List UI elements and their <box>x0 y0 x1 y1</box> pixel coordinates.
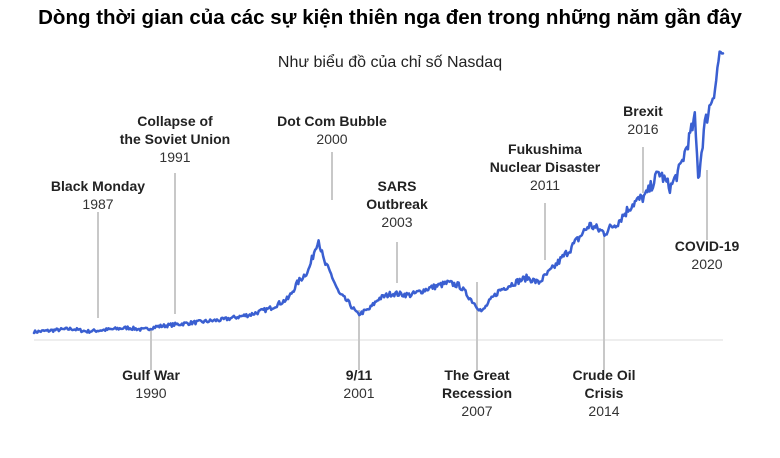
event-year-brexit: 2016 <box>627 121 658 137</box>
event-label-crude-oil-crisis: Crude Oil <box>572 367 635 383</box>
chart-title: Dòng thời gian của các sự kiện thiên nga… <box>38 6 742 29</box>
event-lines <box>97 147 708 370</box>
event-year-fukushima-nuclear-disaster: 2011 <box>530 177 560 193</box>
event-year-covid-19: 2020 <box>691 256 722 272</box>
event-year-black-monday: 1987 <box>82 196 113 212</box>
event-label-9-11: 9/11 <box>346 367 373 383</box>
event-label-sars-outbreak: SARS <box>378 178 417 194</box>
event-label-the-great-recession: The Great <box>444 367 510 383</box>
event-year-sars-outbreak: 2003 <box>381 214 412 230</box>
event-label-gulf-war: Gulf War <box>122 367 180 383</box>
series-line-nasdaq <box>32 50 725 335</box>
event-year-gulf-war: 1990 <box>135 385 166 401</box>
event-label-the-great-recession: Recession <box>442 385 512 401</box>
event-year-the-great-recession: 2007 <box>461 403 492 419</box>
event-label-sars-outbreak: Outbreak <box>366 196 428 212</box>
event-year-crude-oil-crisis: 2014 <box>588 403 619 419</box>
event-label-fukushima-nuclear-disaster: Fukushima <box>508 141 582 157</box>
event-label-fukushima-nuclear-disaster: Nuclear Disaster <box>490 159 601 175</box>
event-label-dot-com-bubble: Dot Com Bubble <box>277 113 387 129</box>
event-year-collapse-of-the-soviet-union: 1991 <box>159 149 190 165</box>
event-label-crude-oil-crisis: Crisis <box>585 385 624 401</box>
event-label-collapse-of-the-soviet-union: Collapse of <box>137 113 213 129</box>
event-label-brexit: Brexit <box>623 103 663 119</box>
event-labels: Black Monday 1987 Collapse of the Soviet Un… <box>51 103 740 419</box>
event-label-covid-19: COVID-19 <box>675 238 740 254</box>
event-year-dot-com-bubble: 2000 <box>316 131 347 147</box>
event-label-collapse-of-the-soviet-union: the Soviet Union <box>120 131 230 147</box>
event-year-9-11: 2001 <box>343 385 374 401</box>
chart-subtitle: Như biểu đồ của chỉ số Nasdaq <box>277 54 503 71</box>
event-label-black-monday: Black Monday <box>51 178 145 194</box>
